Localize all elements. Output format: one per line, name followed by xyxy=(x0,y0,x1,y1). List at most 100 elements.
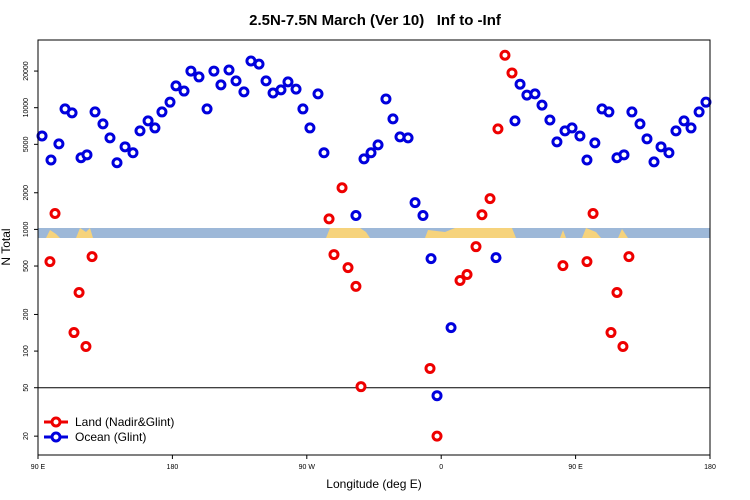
data-point xyxy=(551,136,563,148)
data-point xyxy=(506,67,518,79)
legend-label: Land (Nadir&Glint) xyxy=(75,415,174,429)
data-point xyxy=(566,122,578,134)
data-point xyxy=(223,64,235,76)
legend-swatch-marker xyxy=(50,431,62,443)
data-point xyxy=(81,149,93,161)
x-tick-label: 90 E xyxy=(568,464,583,471)
legend-swatch-marker xyxy=(50,416,62,428)
data-point xyxy=(127,147,139,159)
data-point xyxy=(358,153,370,165)
data-point xyxy=(282,76,294,88)
data-point xyxy=(509,115,521,127)
data-point xyxy=(275,84,287,96)
data-point xyxy=(238,86,250,98)
data-point xyxy=(618,149,630,161)
data-point xyxy=(208,65,220,77)
y-tick-label: 20000 xyxy=(23,61,30,81)
data-point xyxy=(97,118,109,130)
data-point xyxy=(290,83,302,95)
data-point xyxy=(201,103,213,115)
data-point xyxy=(617,341,629,353)
legend: Land (Nadir&Glint)Ocean (Glint) xyxy=(44,415,174,444)
data-point xyxy=(355,381,367,393)
data-point xyxy=(45,154,57,166)
data-point xyxy=(73,286,85,298)
data-point xyxy=(164,96,176,108)
data-point xyxy=(323,213,335,225)
legend-label: Ocean (Glint) xyxy=(75,430,146,444)
data-point xyxy=(86,251,98,263)
data-point xyxy=(342,262,354,274)
data-point xyxy=(685,122,697,134)
data-point xyxy=(318,147,330,159)
data-point xyxy=(623,251,635,263)
data-point xyxy=(648,156,660,168)
plot-frame xyxy=(37,39,711,456)
data-point xyxy=(581,154,593,166)
data-point xyxy=(297,103,309,115)
data-point xyxy=(372,139,384,151)
data-point xyxy=(454,275,466,287)
y-tick-label: 500 xyxy=(23,260,30,272)
data-point xyxy=(589,137,601,149)
data-point xyxy=(492,123,504,135)
data-point xyxy=(693,106,705,118)
data-point xyxy=(104,132,116,144)
y-axis-label: N Total xyxy=(0,228,13,265)
data-point xyxy=(49,208,61,220)
data-point xyxy=(461,268,473,280)
data-point xyxy=(111,157,123,169)
land-shape xyxy=(46,228,628,238)
data-point xyxy=(544,114,556,126)
plot-area xyxy=(36,49,712,442)
data-point xyxy=(536,99,548,111)
data-point xyxy=(445,322,457,334)
data-point xyxy=(253,58,265,70)
data-point xyxy=(431,430,443,442)
data-point xyxy=(605,327,617,339)
data-point xyxy=(490,252,502,264)
data-point xyxy=(387,113,399,125)
data-point xyxy=(634,118,646,130)
data-point xyxy=(678,115,690,127)
data-point xyxy=(134,125,146,137)
data-point xyxy=(514,78,526,90)
y-tick-label: 200 xyxy=(23,309,30,321)
data-point xyxy=(350,210,362,222)
x-tick-label: 90 E xyxy=(31,464,46,471)
data-point xyxy=(409,197,421,209)
data-point xyxy=(178,85,190,97)
data-point xyxy=(365,147,377,159)
y-tick-label: 1000 xyxy=(23,222,30,238)
data-point xyxy=(260,75,272,87)
data-point xyxy=(425,253,437,265)
data-point xyxy=(587,208,599,220)
data-point xyxy=(641,133,653,145)
data-point xyxy=(230,75,242,87)
data-point xyxy=(655,141,667,153)
data-point xyxy=(89,106,101,118)
y-tick-label: 100 xyxy=(23,345,30,357)
data-point xyxy=(700,96,712,108)
data-point xyxy=(80,341,92,353)
data-point xyxy=(149,122,161,134)
data-point xyxy=(670,125,682,137)
data-point xyxy=(44,256,56,268)
x-axis-label: Longitude (deg E) xyxy=(326,477,421,491)
data-point xyxy=(611,286,623,298)
y-tick-label: 2000 xyxy=(23,185,30,201)
y-tick-label: 10000 xyxy=(23,98,30,118)
data-point xyxy=(529,88,541,100)
data-point xyxy=(156,106,168,118)
data-point xyxy=(312,88,324,100)
data-point xyxy=(185,65,197,77)
x-tick-label: 180 xyxy=(704,464,716,471)
data-point xyxy=(476,209,488,221)
chart-title: 2.5N-7.5N March (Ver 10) Inf to -Inf xyxy=(249,12,502,29)
data-point xyxy=(603,106,615,118)
data-point xyxy=(68,327,80,339)
data-point xyxy=(499,49,511,61)
data-point xyxy=(304,122,316,134)
data-point xyxy=(328,249,340,261)
y-tick-label: 20 xyxy=(23,432,30,440)
